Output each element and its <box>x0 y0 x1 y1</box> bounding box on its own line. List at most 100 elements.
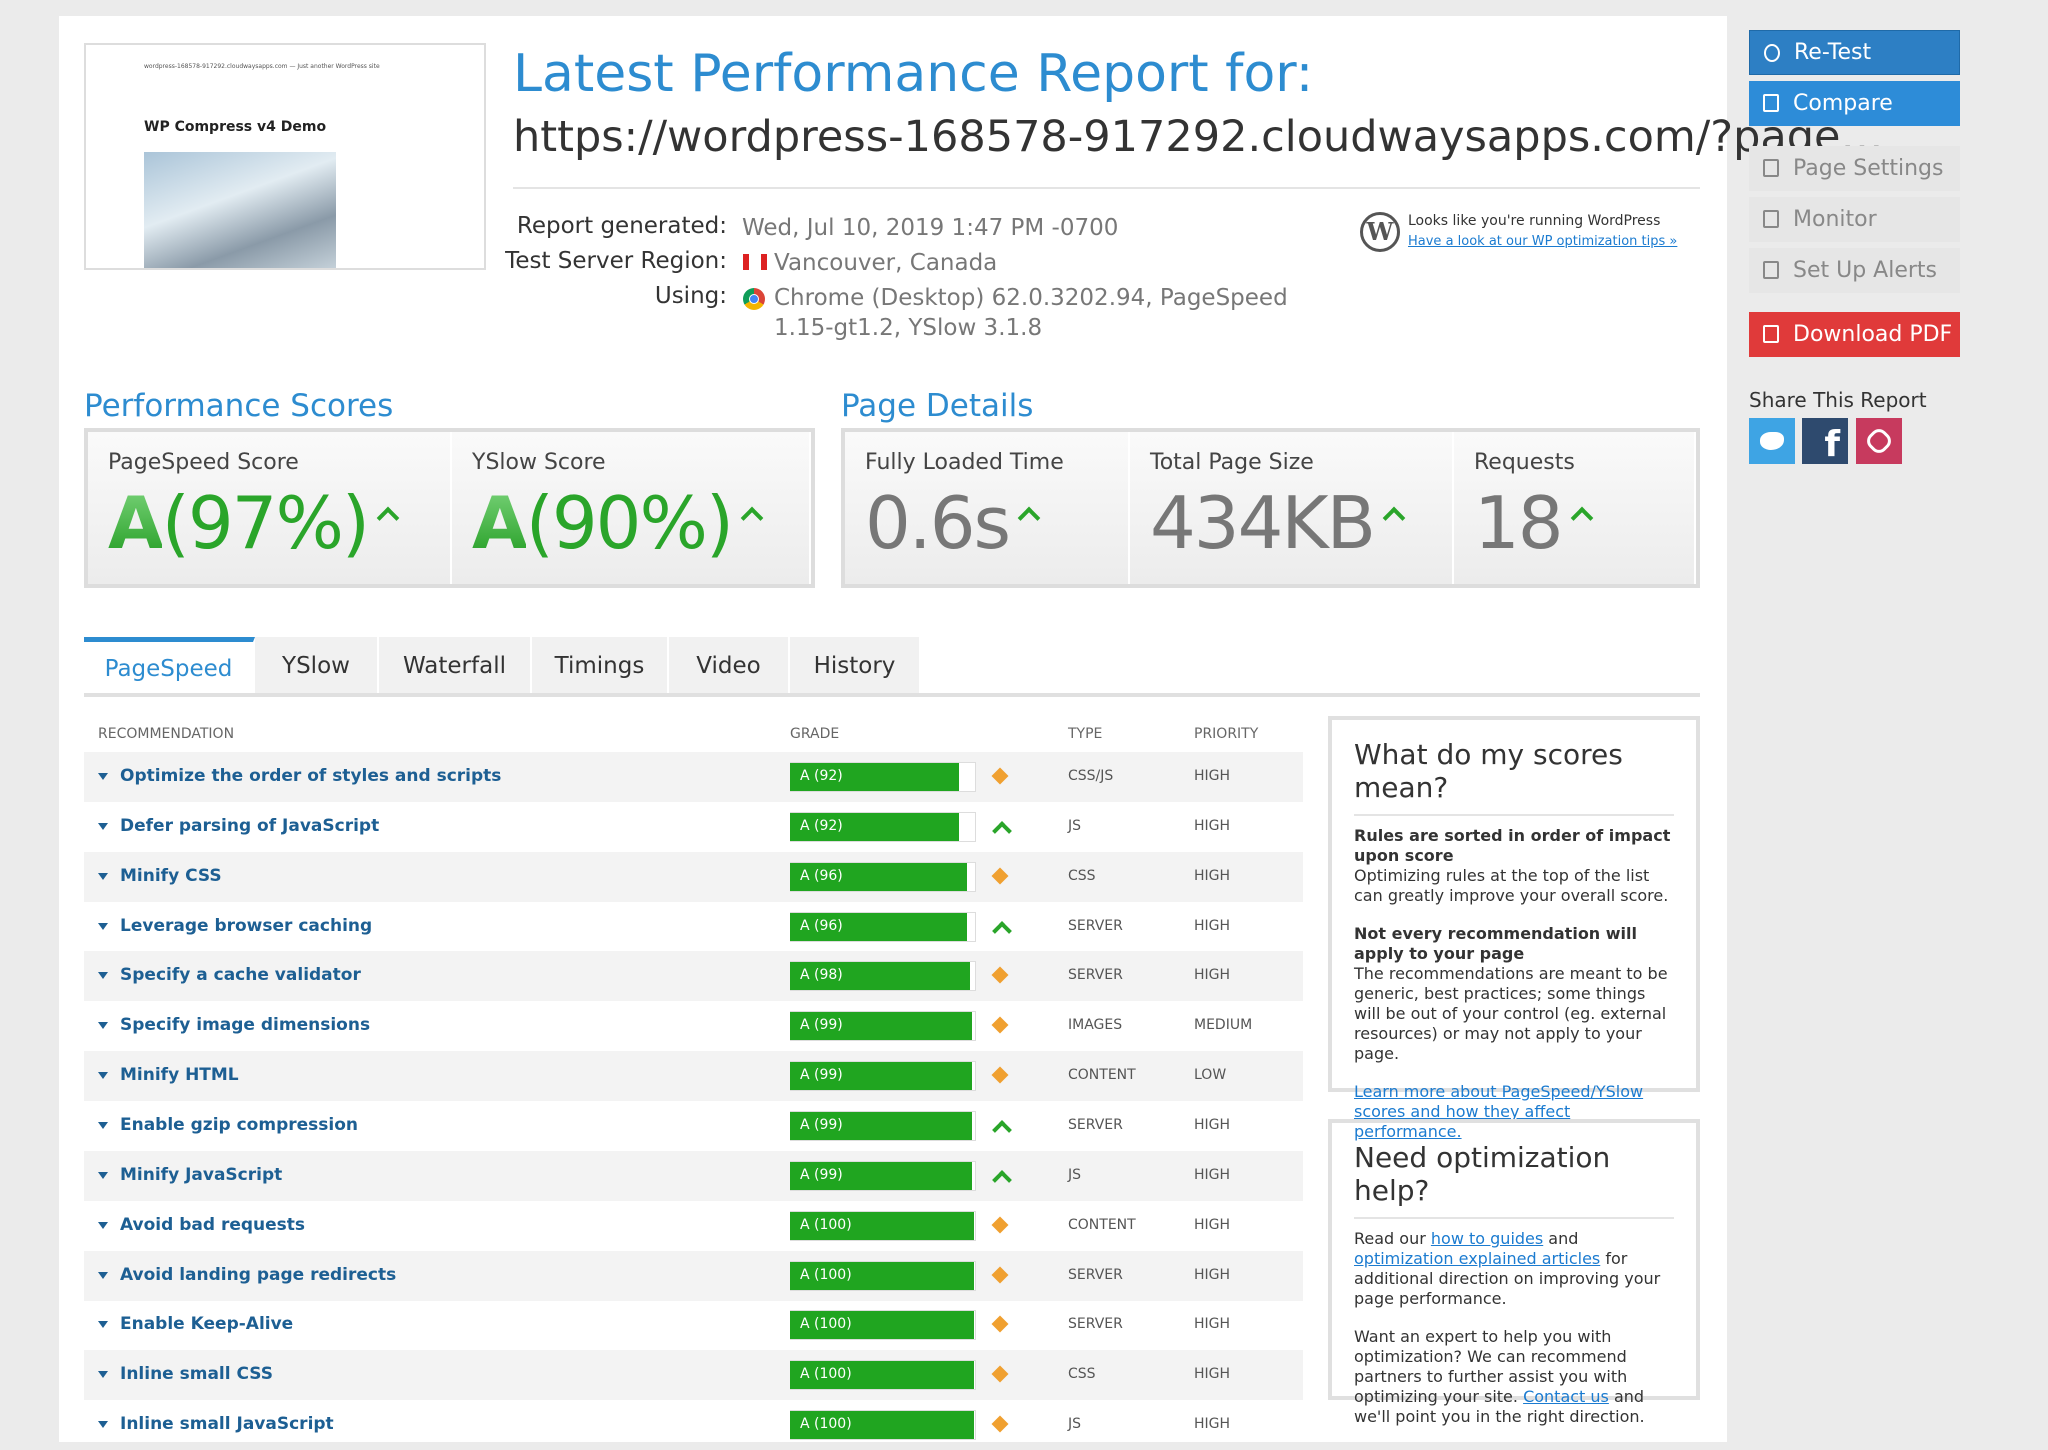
type: IMAGES <box>1068 1017 1123 1034</box>
grade-bar <box>790 1411 974 1440</box>
recommendation[interactable]: Minify HTML <box>120 1065 239 1086</box>
recommendation[interactable]: Minify CSS <box>120 865 222 886</box>
sidebar-button[interactable]: Monitor <box>1749 197 1960 242</box>
divider <box>513 187 1700 189</box>
column-header: GRADE <box>790 726 840 742</box>
detail-value: 18 <box>1474 481 1674 565</box>
tabs: PageSpeed YSlow Waterfall Timings Video Histo… <box>84 637 921 695</box>
type: CONTENT <box>1068 1216 1136 1233</box>
grade-bar <box>790 1211 974 1240</box>
link-share[interactable] <box>1856 418 1902 464</box>
priority: HIGH <box>1194 1366 1231 1383</box>
sidebar-button[interactable]: Download PDF <box>1749 312 1960 357</box>
recommendation[interactable]: Minify JavaScript <box>120 1164 283 1185</box>
table-row: Inline small CSS A (100) CSS HIGH <box>84 1350 1303 1401</box>
sidebar-button[interactable]: Re-Test <box>1749 30 1960 75</box>
twitter-share[interactable] <box>1749 418 1795 464</box>
priority: HIGH <box>1194 917 1231 934</box>
priority: HIGH <box>1194 1316 1231 1333</box>
type: CONTENT <box>1068 1067 1136 1084</box>
tab[interactable]: Waterfall <box>379 637 532 695</box>
sidebar-button[interactable]: Set Up Alerts <box>1749 248 1960 293</box>
help-text: and <box>1543 1229 1579 1248</box>
detail-number: 18 <box>1474 481 1564 565</box>
recommendation[interactable]: Inline small CSS <box>120 1364 274 1385</box>
recommendation[interactable]: Defer parsing of JavaScript <box>120 815 380 836</box>
learn-more-link[interactable]: Learn more about PageSpeed/YSlow scores … <box>1354 1082 1644 1141</box>
table-row: Defer parsing of JavaScript A (92) JS HIGH <box>84 802 1303 852</box>
grade-bar <box>790 912 967 941</box>
button-icon <box>1763 94 1779 112</box>
sidebar-button[interactable]: Page Settings <box>1749 146 1960 191</box>
expand-arrow <box>98 922 108 930</box>
scores-info-box: What do my scores mean? Rules are sorted… <box>1328 716 1700 1141</box>
type: JS <box>1068 1166 1082 1183</box>
expand-arrow <box>98 773 108 780</box>
table-row: Enable gzip compression A (99) SERVER HIGH <box>84 1101 1303 1151</box>
grade-label: A (100) <box>800 1316 852 1333</box>
recommendation[interactable]: Leverage browser caching <box>120 915 373 936</box>
grade-icon <box>992 920 1012 941</box>
recommendation[interactable]: Specify image dimensions <box>120 1015 371 1036</box>
grade-icon <box>991 1066 1009 1084</box>
recommendation[interactable]: Enable gzip compression <box>120 1114 359 1135</box>
type: JS <box>1068 817 1082 834</box>
help-link[interactable]: optimization explained articles <box>1354 1249 1601 1268</box>
trend-up <box>1570 506 1593 530</box>
sidebar-button[interactable]: Compare <box>1749 81 1960 126</box>
info-label: Using: <box>654 283 727 309</box>
expand-arrow <box>98 1221 108 1229</box>
tab[interactable]: PageSpeed <box>84 637 255 695</box>
tab-underline <box>84 693 1700 697</box>
recommendation[interactable]: Inline small JavaScript <box>120 1414 334 1435</box>
help-link[interactable]: Contact us <box>1523 1387 1609 1406</box>
info-value: Vancouver, Canada <box>774 250 998 276</box>
type: CSS/JS <box>1068 768 1114 784</box>
type: JS <box>1068 1416 1082 1433</box>
grade-bar <box>790 812 960 841</box>
facebook-share[interactable]: f <box>1802 418 1848 465</box>
button-icon <box>1763 261 1779 279</box>
grade-icon <box>991 867 1009 885</box>
priority: HIGH <box>1194 1216 1231 1233</box>
tab[interactable]: Timings <box>532 637 669 695</box>
table-row: Optimize the order of styles and scripts… <box>84 752 1303 802</box>
grade-label: A (96) <box>800 917 843 934</box>
help-link[interactable]: how to guides <box>1430 1229 1544 1248</box>
detail-value: 0.6s <box>865 481 1108 565</box>
grade-icon <box>991 1415 1009 1433</box>
detail-label: Requests <box>1474 450 1575 475</box>
grade-icon <box>992 1169 1012 1190</box>
box-title: Need optimization help? <box>1354 1141 1674 1219</box>
column-header: TYPE <box>1068 726 1103 742</box>
details-box: Fully Loaded Time 0.6s Total Page Size 434K… <box>841 428 1700 588</box>
priority: MEDIUM <box>1194 1017 1253 1034</box>
expand-arrow <box>98 1321 108 1329</box>
expand-arrow <box>98 1072 108 1080</box>
box-title: What do my scores mean? <box>1354 738 1674 816</box>
tab[interactable]: Video <box>669 637 790 695</box>
score-label: PageSpeed Score <box>108 450 299 475</box>
tab[interactable]: YSlow <box>255 637 379 695</box>
detail-cell: Fully Loaded Time 0.6s <box>845 432 1130 584</box>
info-heading: Not every recommendation will apply to y… <box>1354 924 1637 963</box>
priority: HIGH <box>1194 867 1231 884</box>
grade-icon <box>992 1120 1012 1140</box>
score-value: A(97%) <box>108 481 430 565</box>
score-percent: (90%) <box>525 481 734 565</box>
recommendation[interactable]: Avoid landing page redirects <box>120 1264 397 1285</box>
table-row: Enable Keep-Alive A (100) SERVER HIGH <box>84 1300 1303 1350</box>
score-percent: (97%) <box>161 481 370 565</box>
type: SERVER <box>1068 1266 1123 1283</box>
grade-label: A (99) <box>800 1017 843 1034</box>
table-row: Specify a cache validator A (98) SERVER HIG… <box>84 951 1303 1002</box>
wp-tips-link[interactable]: Have a look at our WP optimization tips … <box>1408 234 1678 249</box>
recommendation[interactable]: Specify a cache validator <box>120 965 361 986</box>
recommendation[interactable]: Optimize the order of styles and scripts <box>120 766 502 786</box>
score-cell: YSlow Score A(90%) <box>452 432 811 584</box>
recommendation[interactable]: Enable Keep-Alive <box>120 1314 294 1335</box>
tab[interactable]: History <box>790 637 921 695</box>
detail-number: 434KB <box>1150 481 1376 565</box>
recommendation[interactable]: Avoid bad requests <box>120 1214 306 1235</box>
